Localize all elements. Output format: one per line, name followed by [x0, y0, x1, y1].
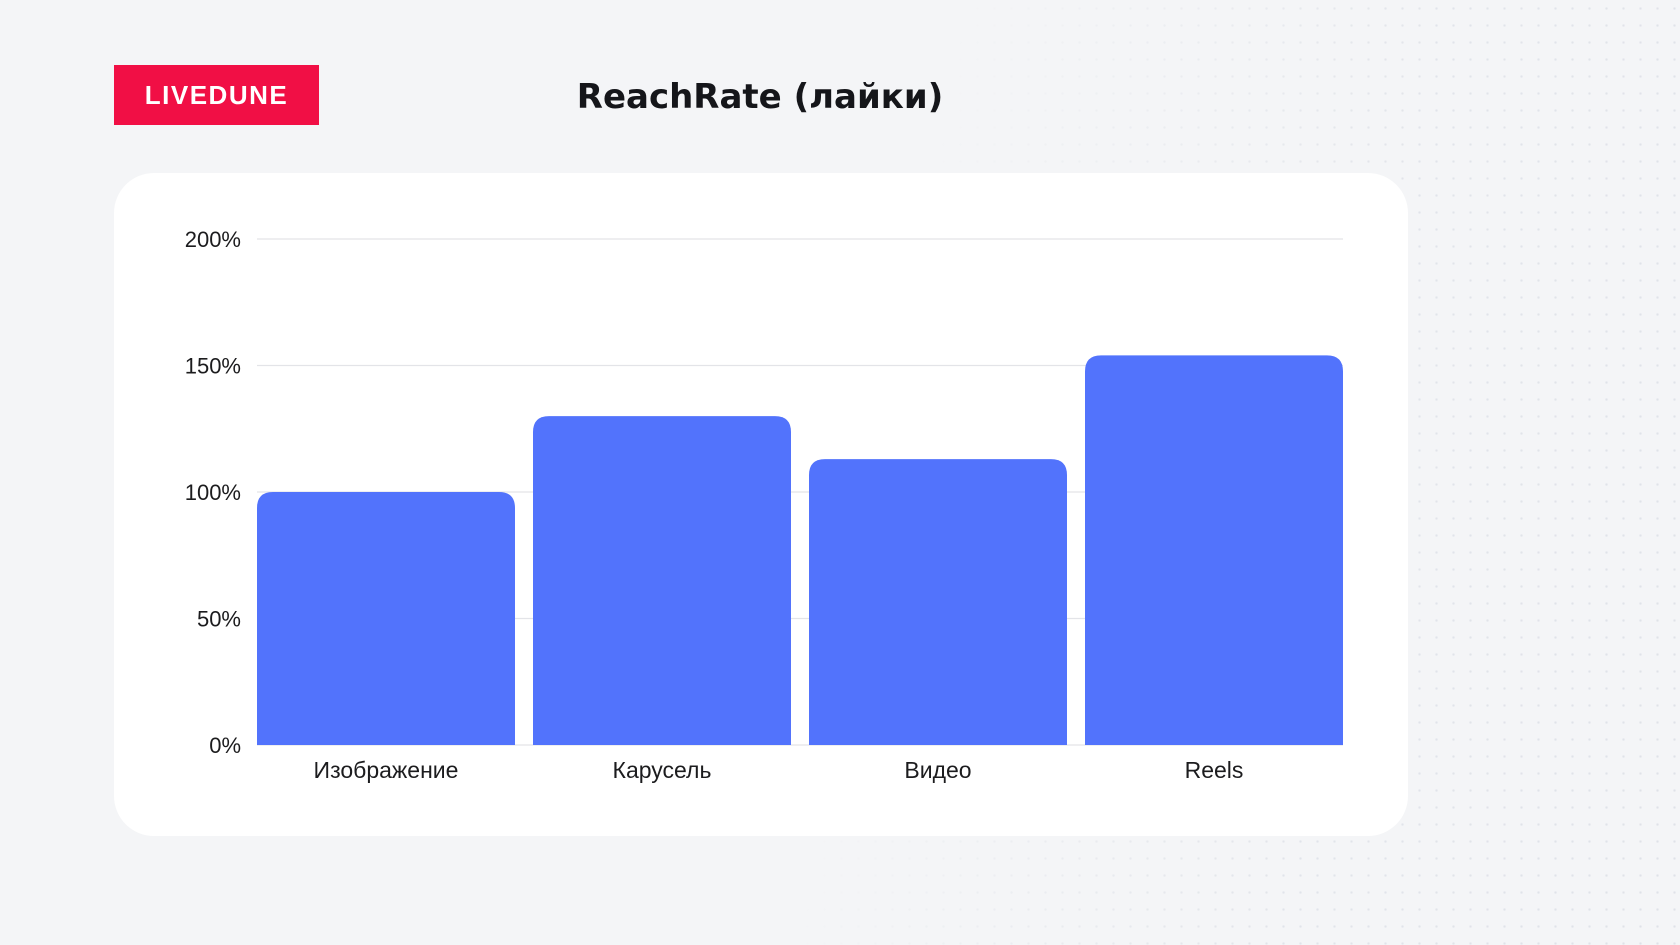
x-category-label: Reels: [1185, 757, 1244, 783]
y-tick-label: 0%: [209, 733, 241, 758]
y-tick-label: 150%: [185, 354, 241, 379]
x-category-label: Видео: [904, 757, 971, 783]
bars: [257, 355, 1343, 745]
y-axis-ticks: 0% 50% 100% 150% 200%: [185, 227, 241, 758]
y-tick-label: 200%: [185, 227, 241, 252]
x-axis-labels: Изображение Карусель Видео Reels: [314, 757, 1244, 783]
chart-title: ReachRate (лайки): [576, 77, 944, 117]
bar-1[interactable]: [257, 492, 515, 745]
y-tick-label: 50%: [197, 607, 241, 632]
livedune-logo: LIVEDUNE: [114, 65, 319, 125]
y-tick-label: 100%: [185, 480, 241, 505]
bar-4[interactable]: [1085, 355, 1343, 745]
x-category-label: Изображение: [314, 757, 459, 783]
bar-3[interactable]: [809, 459, 1067, 745]
bar-2[interactable]: [533, 416, 791, 745]
x-category-label: Карусель: [613, 757, 712, 783]
